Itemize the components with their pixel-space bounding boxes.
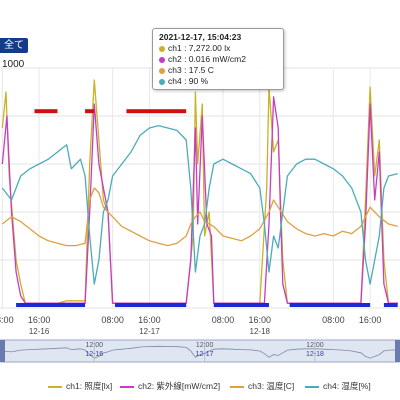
legend-line-icon — [230, 385, 244, 388]
legend-item-ch2[interactable]: ch2: 紫外線[mW/cm2] — [120, 380, 220, 392]
overview-date-label: 12-18 — [306, 351, 324, 358]
data-tooltip: 2021-12-17, 15:04:23 ch1 : 7,272.00 lx ch… — [152, 28, 284, 90]
tooltip-row-ch1: ch1 : 7,272.00 lx — [159, 43, 277, 54]
overview-series — [2, 345, 398, 359]
x-tick-label: 08:00 — [101, 315, 124, 325]
overview-handle-right — [395, 340, 400, 362]
tooltip-value: ch4 : 90 % — [168, 76, 209, 86]
x-tick-label: 16:00 — [359, 315, 382, 325]
plot-area — [0, 68, 400, 308]
legend-label: ch2: 紫外線[mW/cm2] — [138, 381, 221, 391]
tooltip-value: ch3 : 17.5 C — [168, 65, 214, 75]
legend-label: ch4: 湿度[%] — [323, 381, 371, 391]
tooltip-row-ch2: ch2 : 0.016 mW/cm2 — [159, 54, 277, 65]
x-date-label: 12-16 — [29, 327, 50, 336]
overview-tick-label: 12:00 — [306, 342, 324, 349]
all-range-button[interactable]: 全て — [0, 38, 28, 53]
blue-marker-bar — [289, 303, 371, 307]
legend-line-icon — [48, 385, 62, 388]
red-marker-bar — [85, 109, 95, 114]
tooltip-row-ch4: ch4 : 90 % — [159, 76, 277, 87]
tooltip-value: ch2 : 0.016 mW/cm2 — [168, 54, 246, 64]
overview-tick-label: 12:00 — [85, 342, 103, 349]
x-date-label: 12-18 — [250, 327, 271, 336]
overview-panel — [0, 339, 400, 363]
series-line-ch3 — [1, 187, 398, 247]
legend-line-icon — [305, 385, 319, 388]
blue-marker-bar — [16, 303, 86, 307]
legend-line-icon — [120, 385, 134, 388]
overview-handle-left — [0, 340, 5, 362]
legend-item-ch1[interactable]: ch1: 照度[lx] — [48, 380, 112, 392]
overview-tick-label: 12:00 — [196, 342, 214, 349]
overview-date-label: 12-16 — [85, 351, 103, 358]
series-dot-icon — [159, 45, 165, 52]
x-tick-label: 16:00 — [138, 315, 161, 325]
legend: ch1: 照度[lx] ch2: 紫外線[mW/cm2] ch3: 温度[C] ch4… — [0, 380, 400, 394]
x-tick-label: 16:00 — [28, 315, 51, 325]
x-tick-label: 08:00 — [0, 315, 14, 325]
blue-marker-bar — [383, 303, 398, 307]
series-dot-icon — [159, 67, 165, 74]
legend-label: ch1: 照度[lx] — [66, 381, 113, 391]
tooltip-timestamp: 2021-12-17, 15:04:23 — [159, 32, 242, 42]
series-line-ch4 — [1, 124, 398, 285]
tooltip-value: ch1 : 7,272.00 lx — [168, 43, 231, 53]
y-axis-top-label: 1000 — [2, 59, 25, 70]
x-tick-label: 08:00 — [212, 315, 235, 325]
series-dot-icon — [159, 56, 165, 63]
red-marker-bar — [126, 109, 187, 114]
blue-marker-bar — [114, 303, 187, 307]
legend-item-ch3[interactable]: ch3: 温度[C] — [230, 380, 294, 392]
x-date-label: 12-17 — [139, 327, 160, 336]
blue-marker-bar — [213, 303, 269, 307]
red-marker-bar — [34, 109, 58, 114]
overview-date-label: 12-17 — [196, 351, 214, 358]
legend-label: ch3: 温度[C] — [248, 381, 295, 391]
x-tick-label: 08:00 — [322, 315, 345, 325]
tooltip-row-ch3: ch3 : 17.5 C — [159, 65, 277, 76]
legend-item-ch4[interactable]: ch4: 湿度[%] — [305, 380, 371, 392]
x-tick-label: 16:00 — [249, 315, 272, 325]
series-dot-icon — [159, 78, 165, 85]
